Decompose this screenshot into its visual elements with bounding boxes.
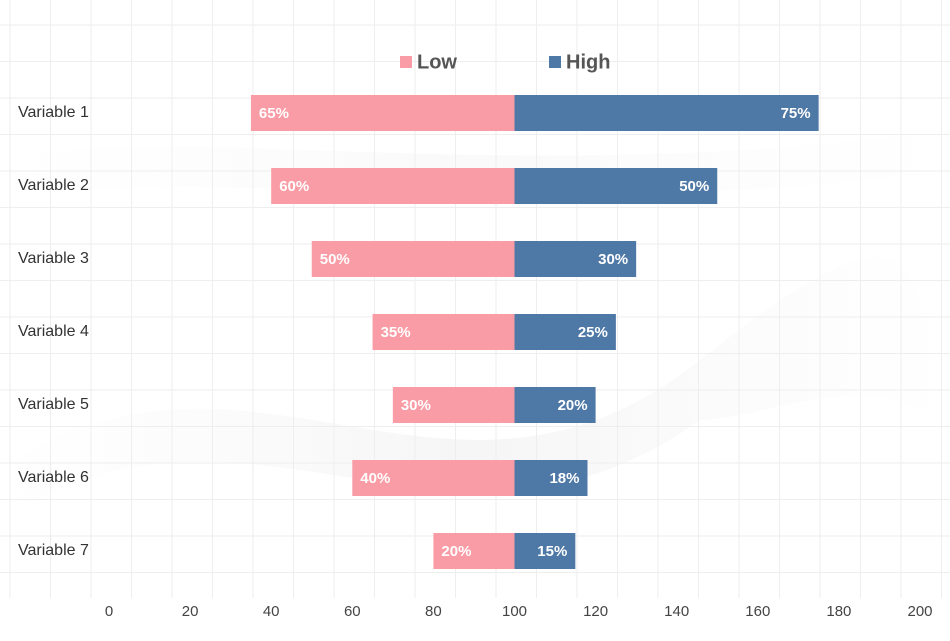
x-tick-label: 100 (502, 603, 527, 620)
bar-high (514, 314, 616, 350)
category-label: Variable 6 (18, 469, 89, 486)
x-tick-label: 40 (263, 603, 280, 620)
bar-high (514, 533, 576, 569)
x-tick-label: 60 (344, 603, 361, 620)
bar-high-label: 50% (679, 178, 709, 195)
bar-high (514, 387, 596, 423)
bar-high-label: 75% (781, 105, 811, 122)
x-tick-label: 120 (583, 603, 608, 620)
legend-label: High (566, 51, 610, 73)
bar-high-label: 18% (549, 470, 579, 487)
category-label: Variable 5 (18, 396, 89, 413)
bar-high-label: 15% (537, 543, 567, 560)
bars (250, 95, 819, 569)
bar-high (514, 241, 637, 277)
bar-high (514, 168, 718, 204)
category-label: Variable 1 (18, 104, 89, 121)
labels: 0 20 40 60 80 100 120 140 160 180 200 Variable 1 65%… (18, 104, 933, 620)
x-tick-label: 0 (105, 603, 113, 620)
bar-high (514, 460, 588, 496)
legend-label: Low (417, 51, 457, 73)
bar-low (352, 460, 515, 496)
bar-high-label: 20% (558, 397, 588, 414)
background-swoosh (0, 257, 950, 520)
x-tick-label: 140 (664, 603, 689, 620)
bar-low (311, 241, 515, 277)
x-tick-label: 200 (907, 603, 932, 620)
bar-low (372, 314, 515, 350)
x-tick-label: 160 (745, 603, 770, 620)
category-label: Variable 4 (18, 323, 89, 340)
legend-swatch (400, 56, 412, 68)
bar-low (271, 168, 515, 204)
bar-low-label: 50% (320, 251, 350, 268)
bar-low-label: 30% (401, 397, 431, 414)
bar-low-label: 60% (279, 178, 309, 195)
legend-swatch (549, 56, 561, 68)
bar-low-label: 20% (441, 543, 471, 560)
bar-low (250, 95, 515, 131)
category-label: Variable 7 (18, 542, 89, 559)
bar-low-label: 35% (381, 324, 411, 341)
bar-low (392, 387, 515, 423)
bar-high (514, 95, 819, 131)
x-tick-label: 20 (182, 603, 199, 620)
legend: Low High (400, 51, 610, 73)
bar-low-label: 65% (259, 105, 289, 122)
category-label: Variable 3 (18, 250, 89, 267)
bar-low (433, 533, 515, 569)
x-tick-label: 180 (826, 603, 851, 620)
category-label: Variable 2 (18, 177, 89, 194)
x-tick-label: 80 (425, 603, 442, 620)
bar-high-label: 25% (578, 324, 608, 341)
bar-low-label: 40% (360, 470, 390, 487)
bar-high-label: 30% (598, 251, 628, 268)
